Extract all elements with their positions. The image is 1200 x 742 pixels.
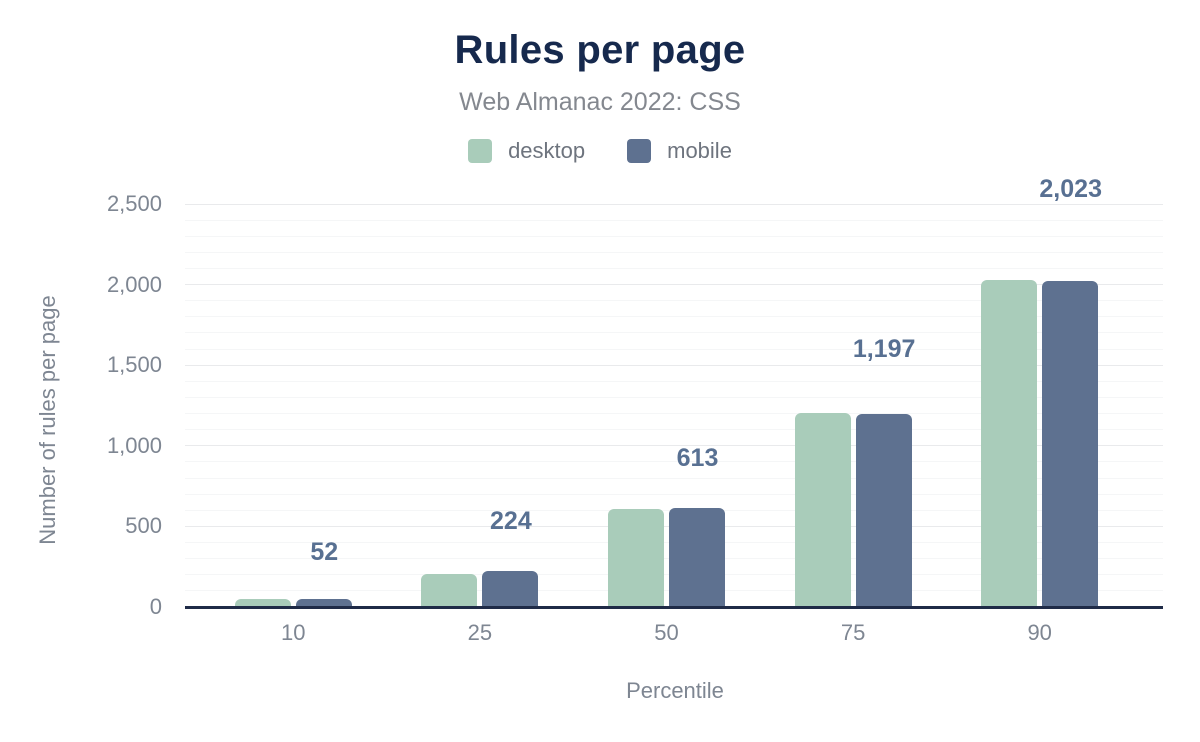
major-gridline — [185, 364, 1163, 366]
minor-gridline — [185, 380, 1163, 382]
minor-gridline — [185, 251, 1163, 253]
chart-subtitle: Web Almanac 2022: CSS — [459, 88, 741, 116]
bar-desktop-p10 — [234, 599, 291, 609]
y-tick-label: 1,000 — [106, 432, 162, 458]
x-tick-label: 75 — [840, 620, 866, 645]
bar-desktop-p25 — [421, 573, 478, 609]
minor-gridline — [185, 219, 1163, 221]
bar-value-label: 1,197 — [852, 335, 916, 364]
x-tick-label: 10 — [281, 620, 306, 645]
y-tick-label: 0 — [149, 594, 162, 619]
legend-item-mobile: mobile — [627, 138, 732, 164]
legend-swatch-mobile — [627, 139, 652, 163]
bar-value-label: 52 — [310, 537, 339, 566]
bar-mobile-p50 — [669, 508, 725, 609]
y-axis-title: Number of rules per page — [35, 295, 60, 545]
bar-desktop-p50 — [608, 508, 664, 609]
y-tick-label: 500 — [125, 513, 162, 539]
minor-gridline — [185, 477, 1163, 479]
bar-desktop-p75 — [794, 412, 851, 609]
minor-gridline — [185, 332, 1163, 334]
bar-mobile-p25 — [482, 570, 539, 609]
chart-title: Rules per page — [454, 28, 746, 72]
minor-gridline — [185, 396, 1163, 398]
bar-value-label: 613 — [676, 444, 719, 473]
minor-gridline — [185, 413, 1163, 415]
x-axis-title: Percentile — [626, 678, 724, 703]
legend-label: mobile — [667, 138, 732, 163]
x-tick-label: 25 — [467, 620, 493, 645]
x-tick-label: 90 — [1027, 620, 1052, 645]
x-tick-label: 50 — [654, 620, 679, 645]
bar-mobile-p10 — [295, 598, 352, 609]
bar-value-label: 2,023 — [1039, 174, 1102, 203]
y-tick-label: 1,500 — [106, 352, 162, 378]
minor-gridline — [185, 316, 1163, 318]
minor-gridline — [185, 461, 1163, 463]
minor-gridline — [185, 348, 1163, 350]
minor-gridline — [185, 235, 1163, 237]
y-tick-label: 2,000 — [106, 271, 162, 297]
minor-gridline — [185, 429, 1163, 431]
major-gridline — [185, 284, 1163, 286]
legend-swatch-desktop — [468, 139, 493, 163]
minor-gridline — [185, 493, 1163, 495]
bar-mobile-p90 — [1042, 280, 1099, 609]
legend: desktop mobile — [0, 138, 1200, 164]
bar-value-label: 224 — [490, 506, 532, 535]
bar-desktop-p90 — [981, 279, 1038, 609]
major-gridline — [185, 203, 1163, 205]
bar-mobile-p75 — [855, 414, 912, 609]
minor-gridline — [185, 300, 1163, 302]
legend-item-desktop: desktop — [468, 138, 585, 164]
x-axis-line — [185, 606, 1163, 609]
y-tick-label: 2,500 — [106, 191, 162, 216]
major-gridline — [185, 445, 1163, 447]
legend-label: desktop — [508, 138, 586, 163]
minor-gridline — [185, 267, 1163, 269]
